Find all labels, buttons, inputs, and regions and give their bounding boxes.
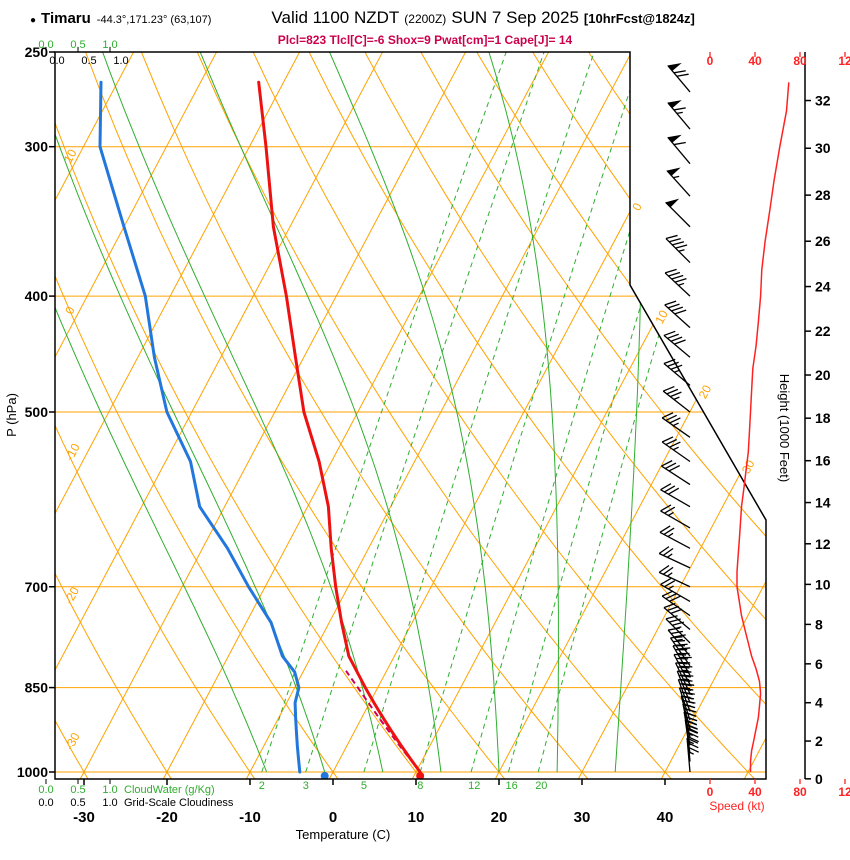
svg-text:400: 400 (25, 288, 49, 304)
wind-barbs (658, 63, 699, 773)
svg-text:40: 40 (748, 785, 762, 799)
pressure-axis: 250 300 400 500 700 850 1000 P (hPa) (4, 44, 55, 780)
svg-text:P (hPa): P (hPa) (4, 393, 19, 437)
svg-text:0.0: 0.0 (38, 784, 53, 796)
svg-text:20: 20 (535, 780, 547, 792)
svg-text:16: 16 (505, 780, 517, 792)
svg-text:1.0: 1.0 (102, 797, 117, 809)
svg-text:1000: 1000 (17, 764, 48, 780)
svg-text:18: 18 (815, 410, 831, 426)
svg-text:CloudWater (g/Kg): CloudWater (g/Kg) (124, 784, 215, 796)
svg-text:Temperature (C): Temperature (C) (296, 827, 391, 842)
svg-text:8: 8 (417, 780, 423, 792)
svg-text:Speed (kt): Speed (kt) (709, 799, 764, 813)
svg-text:-30: -30 (62, 730, 83, 752)
svg-text:30: 30 (739, 457, 758, 476)
plot-frame (54, 51, 767, 780)
svg-text:32: 32 (815, 93, 831, 109)
svg-text:80: 80 (793, 54, 807, 68)
cloud-scales: 0.00.00.00.00.50.50.50.51.01.01.01.0Clou… (38, 39, 234, 809)
svg-text:Grid-Scale Cloudiness: Grid-Scale Cloudiness (124, 797, 234, 809)
svg-text:26: 26 (815, 233, 831, 249)
svg-text:-30: -30 (73, 809, 95, 826)
svg-text:20: 20 (491, 809, 508, 826)
svg-text:2: 2 (815, 733, 823, 749)
svg-text:30: 30 (574, 809, 591, 826)
svg-text:0.5: 0.5 (81, 55, 96, 67)
valid-date: SUN 7 Sep 2025 (451, 8, 579, 27)
svg-text:24: 24 (815, 279, 831, 295)
svg-text:4: 4 (815, 695, 823, 711)
forecast-lead-time: [10hrFcst@1824z] (583, 11, 695, 26)
valid-time: Valid 1100 NZDT (271, 8, 400, 27)
svg-text:300: 300 (25, 139, 49, 155)
svg-text:0.0: 0.0 (49, 55, 64, 67)
svg-text:-20: -20 (62, 584, 83, 606)
svg-text:1.0: 1.0 (102, 784, 117, 796)
svg-text:22: 22 (815, 323, 831, 339)
svg-text:40: 40 (748, 54, 762, 68)
svg-text:2: 2 (259, 780, 265, 792)
station-bullet-icon: ● (30, 15, 37, 26)
svg-text:0.5: 0.5 (70, 39, 85, 51)
svg-text:0.5: 0.5 (70, 797, 85, 809)
svg-text:0: 0 (815, 771, 823, 787)
svg-text:40: 40 (657, 809, 674, 826)
svg-text:0: 0 (707, 54, 714, 68)
svg-text:0.0: 0.0 (38, 39, 53, 51)
svg-text:-20: -20 (156, 809, 178, 826)
svg-text:5: 5 (361, 780, 367, 792)
svg-text:0: 0 (707, 785, 714, 799)
svg-text:0.0: 0.0 (38, 797, 53, 809)
svg-text:1.0: 1.0 (113, 55, 128, 67)
svg-text:16: 16 (815, 453, 831, 469)
svg-text:0: 0 (629, 200, 645, 213)
svg-text:10: 10 (408, 809, 425, 826)
svg-text:500: 500 (25, 404, 49, 420)
svg-text:14: 14 (815, 495, 831, 511)
svg-text:0.5: 0.5 (70, 784, 85, 796)
sounding-indices: Plcl=823 Tlcl[C]=-6 Shox=9 Pwat[cm]=1 Ca… (277, 33, 573, 47)
svg-text:700: 700 (25, 579, 49, 595)
surface-dewpoint-dot (320, 772, 329, 779)
sounding-curves (98, 80, 425, 779)
wind-speed-profile (736, 82, 790, 772)
svg-text:10: 10 (61, 146, 80, 165)
svg-text:30: 30 (815, 140, 831, 156)
svg-text:0: 0 (62, 304, 78, 317)
svg-text:0: 0 (329, 809, 337, 826)
svg-text:Height (1000 Feet): Height (1000 Feet) (777, 374, 792, 482)
chart-header: ● Timaru -44.3°,171.23° (63,107) Valid 1… (30, 8, 695, 28)
svg-text:10: 10 (815, 576, 831, 592)
svg-text:6: 6 (815, 656, 823, 672)
grid-lines (55, 52, 766, 779)
valid-time-utc: (2200Z) (404, 12, 447, 26)
svg-text:80: 80 (793, 785, 807, 799)
svg-text:12: 12 (815, 536, 831, 552)
temperature-axis: -30 -20 -10 0 10 20 30 40 Temperature (C) (73, 779, 673, 842)
svg-text:10: 10 (652, 308, 671, 327)
svg-text:8: 8 (815, 616, 823, 632)
svg-text:1.0: 1.0 (102, 39, 117, 51)
svg-text:250: 250 (25, 44, 49, 60)
svg-text:12: 12 (468, 780, 480, 792)
svg-text:12: 12 (838, 785, 850, 799)
svg-text:-10: -10 (239, 809, 261, 826)
station-coords: -44.3°,171.23° (63,107) (96, 14, 212, 26)
svg-text:850: 850 (25, 680, 49, 696)
svg-text:28: 28 (815, 187, 831, 203)
svg-text:12: 12 (838, 54, 850, 68)
svg-text:3: 3 (303, 780, 309, 792)
svg-text:20: 20 (696, 382, 715, 401)
svg-text:20: 20 (815, 367, 831, 383)
svg-text:-10: -10 (62, 441, 83, 463)
surface-temperature-dot (416, 772, 425, 779)
station-name: Timaru (41, 10, 91, 27)
